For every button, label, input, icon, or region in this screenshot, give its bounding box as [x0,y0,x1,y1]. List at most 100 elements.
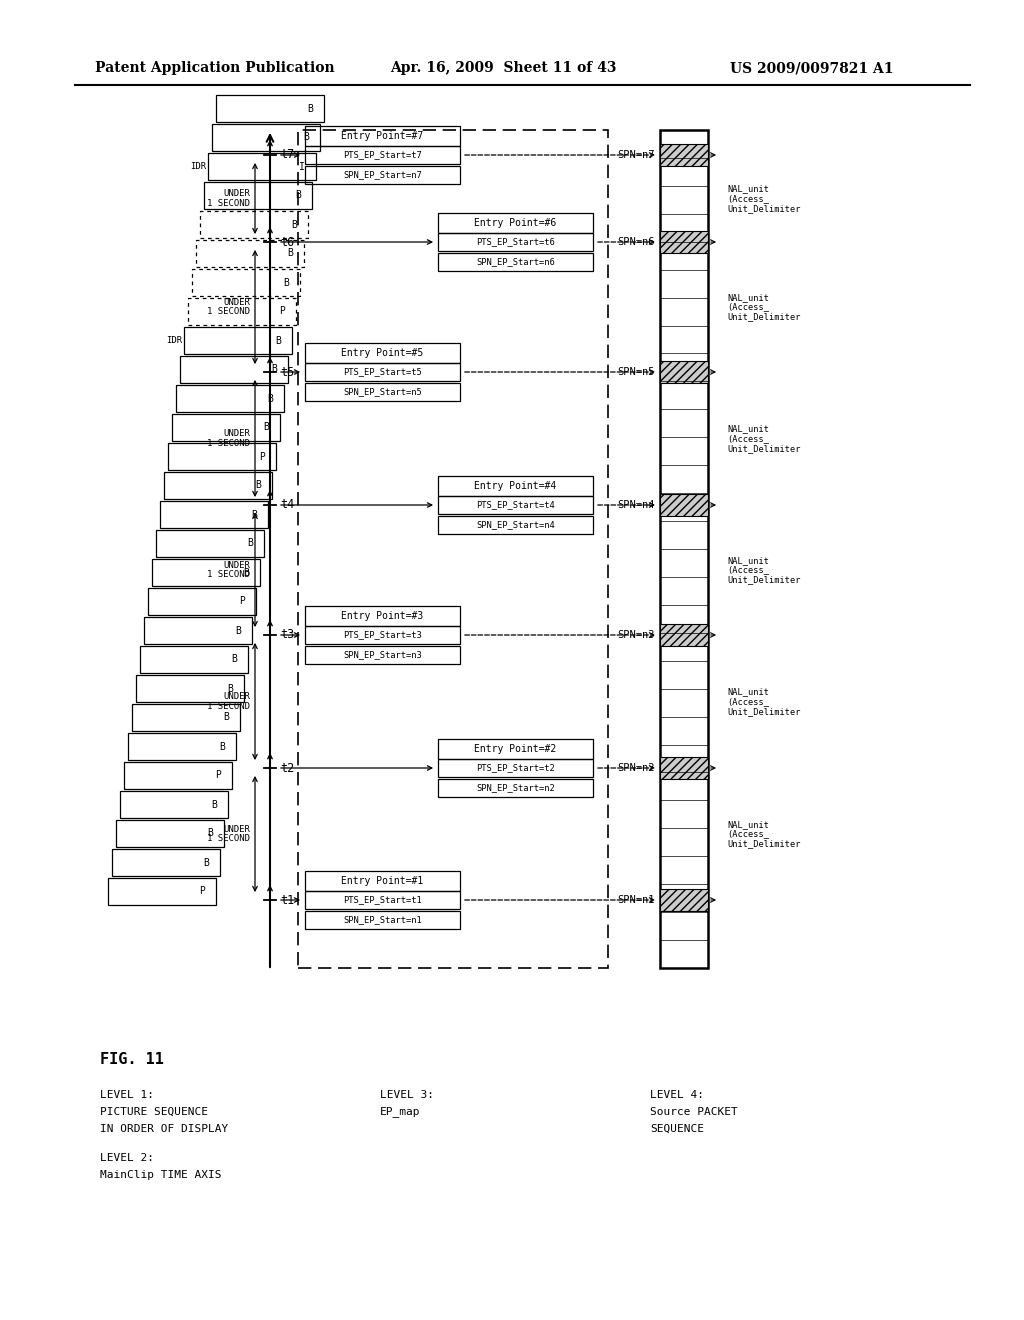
Text: NAL_unit
(Access_
Unit_Delimiter: NAL_unit (Access_ Unit_Delimiter [727,556,801,585]
Text: UNDER
1 SECOND: UNDER 1 SECOND [207,189,250,207]
Bar [438,253,593,271]
Text: B: B [263,422,269,433]
Bar [305,606,460,626]
Bar [144,616,252,644]
Text: B: B [251,510,257,520]
Bar [438,234,593,251]
Text: NAL_unit
(Access_
Unit_Delimiter: NAL_unit (Access_ Unit_Delimiter [727,185,801,213]
Bar [305,626,460,644]
Text: Apr. 16, 2009  Sheet 11 of 43: Apr. 16, 2009 Sheet 11 of 43 [390,61,616,75]
Text: Entry Point=#4: Entry Point=#4 [474,480,557,491]
Text: t6: t6 [280,235,294,248]
Bar [438,213,593,234]
Text: PTS_EP_Start=t6: PTS_EP_Start=t6 [476,238,555,247]
Text: FIG. 11: FIG. 11 [100,1052,164,1068]
Text: SPN=n5: SPN=n5 [617,367,655,378]
Bar [305,125,460,147]
Text: Entry Point=#5: Entry Point=#5 [341,348,424,358]
Text: UNDER
1 SECOND: UNDER 1 SECOND [207,825,250,843]
Text: P: P [239,597,245,606]
Bar [305,891,460,909]
Bar [438,779,593,797]
Bar [160,502,268,528]
Bar [305,383,460,401]
Text: LEVEL 1:: LEVEL 1: [100,1090,154,1100]
Bar [176,385,284,412]
Text: IDR: IDR [166,337,182,345]
Bar [660,144,708,166]
Text: B: B [223,713,229,722]
Text: B: B [203,858,209,867]
Text: UNDER
1 SECOND: UNDER 1 SECOND [207,561,250,579]
Text: B: B [303,132,309,143]
Bar [140,645,248,673]
Text: SPN_EP_Start=n7: SPN_EP_Start=n7 [343,170,422,180]
Bar [660,231,708,253]
Text: UNDER
1 SECOND: UNDER 1 SECOND [207,692,250,711]
Text: PICTURE SEQUENCE: PICTURE SEQUENCE [100,1107,208,1117]
Bar [660,494,708,516]
Text: LEVEL 4:: LEVEL 4: [650,1090,705,1100]
Text: SPN_EP_Start=n6: SPN_EP_Start=n6 [476,257,555,267]
Text: EP_map: EP_map [380,1106,421,1118]
Bar [132,704,240,731]
Text: SPN=n4: SPN=n4 [617,500,655,510]
Bar [305,363,460,381]
Text: PTS_EP_Start=t4: PTS_EP_Start=t4 [476,500,555,510]
Bar [212,124,319,150]
Text: B: B [227,684,232,693]
Bar [660,624,708,645]
Bar [305,343,460,363]
Text: SPN=n2: SPN=n2 [617,763,655,774]
Text: PTS_EP_Start=t5: PTS_EP_Start=t5 [343,367,422,376]
Bar [112,849,220,876]
Text: Entry Point=#1: Entry Point=#1 [341,876,424,886]
Bar [116,820,224,847]
Text: B: B [247,539,253,549]
Bar [188,298,296,325]
Text: B: B [231,655,237,664]
Text: SPN_EP_Start=n2: SPN_EP_Start=n2 [476,784,555,792]
Text: B: B [295,190,301,201]
Text: SPN=n3: SPN=n3 [617,630,655,640]
Text: B: B [275,335,281,346]
Bar [156,531,264,557]
Text: I: I [299,161,305,172]
Text: Patent Application Publication: Patent Application Publication [95,61,335,75]
Text: B: B [207,829,213,838]
Text: P: P [280,306,285,317]
Text: UNDER
1 SECOND: UNDER 1 SECOND [207,429,250,447]
Text: Entry Point=#6: Entry Point=#6 [474,218,557,228]
Text: B: B [287,248,293,259]
Bar [305,166,460,183]
Text: IN ORDER OF DISPLAY: IN ORDER OF DISPLAY [100,1125,228,1134]
Text: SEQUENCE: SEQUENCE [650,1125,705,1134]
Text: SPN_EP_Start=n3: SPN_EP_Start=n3 [343,651,422,660]
Bar [438,739,593,759]
Bar [128,733,236,760]
Text: NAL_unit
(Access_
Unit_Delimiter: NAL_unit (Access_ Unit_Delimiter [727,688,801,715]
Text: B: B [267,393,273,404]
Text: t2: t2 [280,762,294,775]
Bar [438,759,593,777]
Text: t5: t5 [280,366,294,379]
Bar [148,587,256,615]
Bar [120,791,228,818]
Bar [298,129,608,968]
Text: SPN_EP_Start=n5: SPN_EP_Start=n5 [343,388,422,396]
Bar [164,473,272,499]
Text: P: P [199,887,205,896]
Text: B: B [291,219,297,230]
Text: B: B [307,103,313,114]
Text: B: B [219,742,225,751]
Text: B: B [236,626,241,635]
Text: P: P [259,451,265,462]
Bar [438,496,593,513]
Bar [305,645,460,664]
Text: Entry Point=#7: Entry Point=#7 [341,131,424,141]
Bar [216,95,324,121]
Bar [660,888,708,911]
Text: t4: t4 [280,499,294,511]
Text: UNDER
1 SECOND: UNDER 1 SECOND [207,297,250,317]
Text: NAL_unit
(Access_
Unit_Delimiter: NAL_unit (Access_ Unit_Delimiter [727,820,801,849]
